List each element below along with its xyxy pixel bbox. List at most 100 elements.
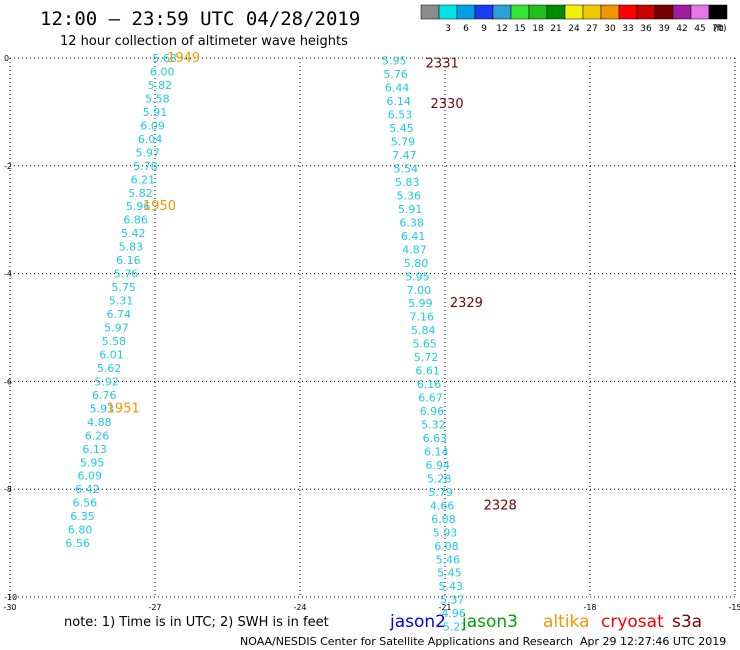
wave-height-point: 6.80	[68, 524, 93, 537]
colorbar-swatch	[636, 4, 656, 20]
time-label: 1951	[107, 401, 140, 416]
wave-height-point: 6.94	[426, 459, 451, 472]
wave-height-point: 6.04	[138, 133, 163, 146]
y-tick-label: -10	[4, 593, 17, 602]
colorbar-unit: (ft)	[713, 24, 727, 34]
colorbar-label: 18	[532, 24, 544, 34]
wave-height-point: 5.96	[126, 200, 151, 213]
wave-height-point: 5.45	[389, 122, 414, 135]
wave-height-point: 6.61	[415, 365, 440, 378]
x-tick-label: -24	[293, 603, 306, 612]
x-tick-label: -18	[583, 603, 596, 612]
wave-height-point: 5.93	[90, 402, 115, 415]
wave-height-point: 4.66	[430, 499, 455, 512]
wave-height-point: 5.91	[398, 203, 423, 216]
wave-height-point: 5.79	[391, 136, 416, 149]
colorbar-swatch	[582, 4, 602, 20]
wave-height-point: 5.62	[97, 362, 122, 375]
satellite-legend-s3a: s3a	[672, 612, 702, 632]
wave-height-point: 6.09	[78, 470, 103, 483]
colorbar-label: 42	[676, 24, 687, 34]
wave-height-point: 5.72	[414, 351, 439, 364]
colorbar-swatch	[438, 4, 458, 20]
wave-height-point: 6.76	[92, 389, 117, 402]
wave-height-point: 6.35	[70, 510, 95, 523]
y-tick-label: -6	[4, 377, 12, 386]
y-tick-label: -2	[4, 162, 12, 171]
plot-grid	[9, 57, 736, 598]
wave-height-point: 5.99	[408, 297, 433, 310]
wave-height-point: 5.83	[119, 241, 144, 254]
colorbar-label: 36	[640, 24, 652, 34]
wave-height-point: 5.97	[136, 146, 161, 159]
colorbar-swatch	[528, 4, 548, 20]
wave-height-point: 6.21	[131, 173, 156, 186]
wave-height-point: 6.38	[399, 216, 424, 229]
wave-height-point: 6.08	[431, 513, 456, 526]
wave-height-point: 5.43	[439, 580, 464, 593]
colorbar-swatch	[546, 4, 566, 20]
wave-height-point: 6.44	[385, 82, 410, 95]
wave-height-point: 5.68	[152, 52, 177, 65]
x-tick-labels: -30 -27 -24 -21 -18 -15	[3, 603, 740, 612]
colorbar-legend: 3 6 9 12 15 18 21 24 27 30 33 36 39 42 45 70(ft)	[420, 4, 728, 34]
colorbar-swatch	[672, 4, 692, 20]
colorbar-label: 24	[568, 24, 580, 34]
wave-height-values: 5.686.005.825.585.916.096.045.975.786.21…	[65, 52, 467, 634]
time-label: 2329	[450, 296, 483, 311]
wave-height-point: 6.86	[123, 214, 148, 227]
wave-height-point: 5.76	[383, 68, 408, 81]
footer-timestamp: Apr 29 12:27:46 UTC 2019	[580, 635, 726, 648]
time-label: 2330	[431, 97, 464, 112]
wave-height-point: 7.47	[392, 149, 417, 162]
wave-height-point: 5.58	[145, 92, 170, 105]
wave-height-point: 6.00	[150, 65, 175, 78]
wave-height-point: 5.65	[412, 338, 437, 351]
wave-height-point: 6.26	[85, 429, 110, 442]
colorbar-swatch	[618, 4, 638, 20]
colorbar-label: 70	[712, 24, 724, 34]
wave-height-point: 4.87	[402, 243, 427, 256]
colorbar-swatch	[510, 4, 530, 20]
wave-height-point: 6.42	[75, 483, 100, 496]
wave-height-point: 5.21	[443, 621, 468, 634]
wave-height-point: 6.56	[65, 537, 90, 550]
colorbar-label: 45	[694, 24, 705, 34]
footer-note: note: 1) Time is in UTC; 2) SWH is in fe…	[64, 615, 329, 630]
wave-height-point: 5.93	[433, 526, 458, 539]
satellite-legend-cryosat: cryosat	[601, 612, 664, 632]
time-label: 1950	[143, 199, 176, 214]
wave-height-point: 5.95	[382, 55, 407, 68]
wave-height-point: 5.78	[133, 160, 158, 173]
wave-height-point: 5.82	[148, 79, 173, 92]
wave-height-point: 5.95	[80, 456, 105, 469]
colorbar-label: 6	[463, 24, 469, 34]
colorbar-swatch	[564, 4, 584, 20]
colorbar-swatch	[654, 4, 674, 20]
wave-height-point: 5.58	[102, 335, 127, 348]
colorbar-label: 15	[514, 24, 525, 34]
colorbar-label: 27	[586, 24, 597, 34]
wave-height-point: 6.56	[73, 497, 98, 510]
colorbar-swatch	[420, 4, 440, 20]
wave-height-point: 5.80	[404, 257, 429, 270]
y-tick-labels: 0 -2 -4 -6 -8 -10	[4, 54, 17, 602]
colorbar-swatch	[708, 4, 728, 20]
wave-height-point: 7.16	[410, 311, 435, 324]
wave-height-point: 6.14	[424, 445, 449, 458]
x-tick-label: -15	[728, 603, 740, 612]
wave-height-point: 6.63	[423, 432, 448, 445]
x-tick-label: -21	[438, 603, 451, 612]
colorbar-swatch	[492, 4, 512, 20]
wave-height-point: 5.45	[437, 567, 462, 580]
wave-height-point: 6.67	[418, 392, 443, 405]
time-label: 1949	[167, 51, 200, 66]
wave-height-point: 5.32	[421, 419, 446, 432]
wave-height-point: 4.88	[87, 416, 112, 429]
wave-height-point: 5.75	[111, 281, 136, 294]
wave-height-point: 5.76	[114, 268, 139, 281]
time-label: 2331	[426, 56, 459, 71]
satellite-legend-jason2: jason2	[389, 612, 446, 632]
y-tick-label: -8	[4, 485, 12, 494]
wave-height-point: 5.42	[121, 227, 146, 240]
